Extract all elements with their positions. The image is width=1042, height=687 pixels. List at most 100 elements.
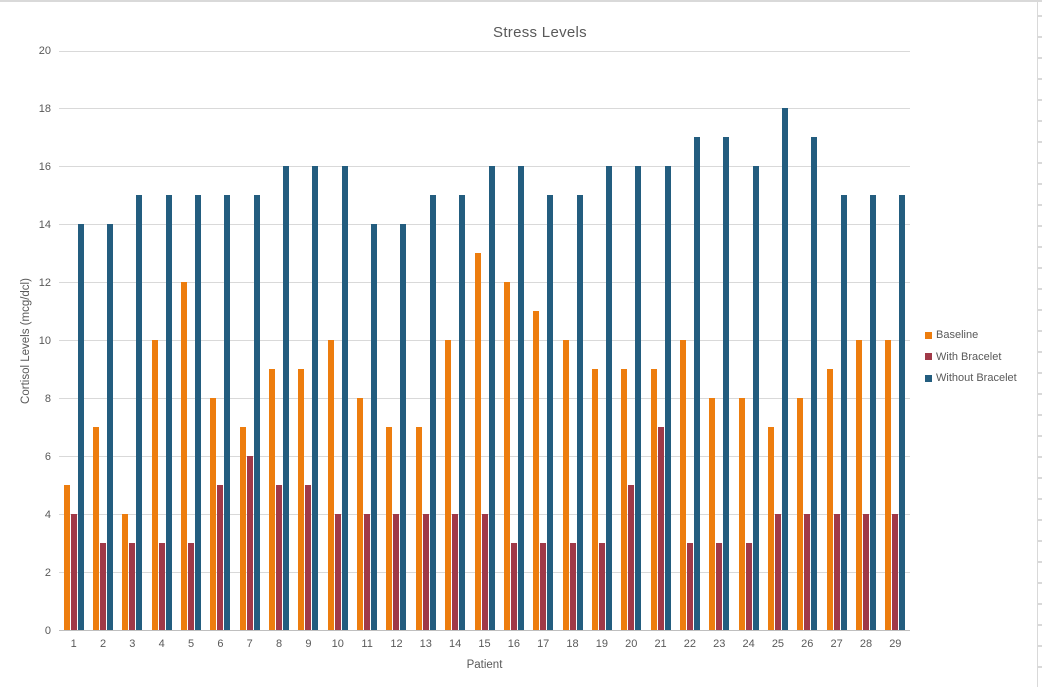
legend-item-with-bracelet[interactable]: With Bracelet: [925, 351, 1017, 364]
bar-with-bracelet-patient-15[interactable]: [482, 514, 488, 630]
bar-baseline-patient-5[interactable]: [181, 282, 187, 630]
bar-with-bracelet-patient-21[interactable]: [658, 427, 664, 630]
bar-baseline-patient-16[interactable]: [504, 282, 510, 630]
y-tick-label: 20: [38, 45, 51, 57]
bar-with-bracelet-patient-13[interactable]: [423, 514, 429, 630]
gridline: [59, 340, 910, 341]
bar-with-bracelet-patient-28[interactable]: [863, 514, 869, 630]
bar-without-bracelet-patient-4[interactable]: [166, 195, 172, 630]
bar-with-bracelet-patient-14[interactable]: [452, 514, 458, 630]
bar-baseline-patient-9[interactable]: [298, 369, 304, 630]
bar-without-bracelet-patient-19[interactable]: [606, 166, 612, 630]
bar-without-bracelet-patient-15[interactable]: [489, 166, 495, 630]
x-tick-label: 6: [217, 638, 224, 650]
bar-without-bracelet-patient-23[interactable]: [723, 137, 729, 630]
bar-with-bracelet-patient-25[interactable]: [775, 514, 781, 630]
legend-item-without-bracelet[interactable]: Without Bracelet: [925, 372, 1017, 385]
bar-baseline-patient-25[interactable]: [768, 427, 774, 630]
bar-baseline-patient-26[interactable]: [797, 398, 803, 630]
bar-without-bracelet-patient-10[interactable]: [342, 166, 348, 630]
bar-baseline-patient-7[interactable]: [240, 427, 246, 630]
bar-without-bracelet-patient-11[interactable]: [371, 224, 377, 630]
x-tick-label: 10: [331, 638, 344, 650]
legend-item-baseline[interactable]: Baseline: [925, 329, 1017, 342]
bar-without-bracelet-patient-14[interactable]: [459, 195, 465, 630]
bar-baseline-patient-1[interactable]: [64, 485, 70, 630]
bar-baseline-patient-18[interactable]: [563, 340, 569, 630]
bar-baseline-patient-20[interactable]: [621, 369, 627, 630]
bar-baseline-patient-6[interactable]: [210, 398, 216, 630]
bar-without-bracelet-patient-27[interactable]: [841, 195, 847, 630]
bar-without-bracelet-patient-17[interactable]: [547, 195, 553, 630]
bar-with-bracelet-patient-16[interactable]: [511, 543, 517, 630]
bar-without-bracelet-patient-3[interactable]: [136, 195, 142, 630]
bar-without-bracelet-patient-7[interactable]: [254, 195, 260, 630]
chart-title[interactable]: Stress Levels: [493, 24, 587, 41]
bar-baseline-patient-15[interactable]: [475, 253, 481, 630]
bar-without-bracelet-patient-12[interactable]: [400, 224, 406, 630]
bar-baseline-patient-17[interactable]: [533, 311, 539, 630]
bar-without-bracelet-patient-9[interactable]: [312, 166, 318, 630]
bar-without-bracelet-patient-25[interactable]: [782, 108, 788, 630]
bar-baseline-patient-4[interactable]: [152, 340, 158, 630]
bar-baseline-patient-29[interactable]: [885, 340, 891, 630]
bar-with-bracelet-patient-6[interactable]: [217, 485, 223, 630]
bar-with-bracelet-patient-23[interactable]: [716, 543, 722, 630]
bar-with-bracelet-patient-9[interactable]: [305, 485, 311, 630]
bar-baseline-patient-3[interactable]: [122, 514, 128, 630]
plot-area[interactable]: 0 2 4 6 8 10 12 14 16 18 20 1 2 3 4 5 6 7 8 9 10 11 12 13 14 15 16…: [39, 45, 910, 650]
bar-with-bracelet-patient-20[interactable]: [628, 485, 634, 630]
bar-with-bracelet-patient-11[interactable]: [364, 514, 370, 630]
bar-with-bracelet-patient-19[interactable]: [599, 543, 605, 630]
bar-with-bracelet-patient-8[interactable]: [276, 485, 282, 630]
bar-with-bracelet-patient-27[interactable]: [834, 514, 840, 630]
bar-without-bracelet-patient-21[interactable]: [665, 166, 671, 630]
bar-without-bracelet-patient-5[interactable]: [195, 195, 201, 630]
bar-without-bracelet-patient-20[interactable]: [635, 166, 641, 630]
bar-baseline-patient-10[interactable]: [328, 340, 334, 630]
bar-with-bracelet-patient-22[interactable]: [687, 543, 693, 630]
bar-without-bracelet-patient-1[interactable]: [78, 224, 84, 630]
bar-with-bracelet-patient-18[interactable]: [570, 543, 576, 630]
bar-baseline-patient-11[interactable]: [357, 398, 363, 630]
bar-without-bracelet-patient-24[interactable]: [753, 166, 759, 630]
y-axis-title[interactable]: Cortisol Levels (mcg/dcl): [20, 278, 32, 404]
bar-without-bracelet-patient-13[interactable]: [430, 195, 436, 630]
bar-without-bracelet-patient-2[interactable]: [107, 224, 113, 630]
bar-baseline-patient-8[interactable]: [269, 369, 275, 630]
bar-with-bracelet-patient-24[interactable]: [746, 543, 752, 630]
bar-with-bracelet-patient-29[interactable]: [892, 514, 898, 630]
bar-baseline-patient-14[interactable]: [445, 340, 451, 630]
x-tick-label: 19: [595, 638, 608, 650]
bar-baseline-patient-21[interactable]: [651, 369, 657, 630]
bar-with-bracelet-patient-26[interactable]: [804, 514, 810, 630]
bar-with-bracelet-patient-12[interactable]: [393, 514, 399, 630]
bar-baseline-patient-28[interactable]: [856, 340, 862, 630]
bar-with-bracelet-patient-3[interactable]: [129, 543, 135, 630]
bar-baseline-patient-24[interactable]: [739, 398, 745, 630]
bar-without-bracelet-patient-29[interactable]: [899, 195, 905, 630]
bar-baseline-patient-27[interactable]: [827, 369, 833, 630]
bar-without-bracelet-patient-6[interactable]: [224, 195, 230, 630]
bar-baseline-patient-2[interactable]: [93, 427, 99, 630]
bar-baseline-patient-13[interactable]: [416, 427, 422, 630]
x-tick-label: 12: [390, 638, 403, 650]
bar-without-bracelet-patient-28[interactable]: [870, 195, 876, 630]
bar-with-bracelet-patient-2[interactable]: [100, 543, 106, 630]
bar-baseline-patient-22[interactable]: [680, 340, 686, 630]
bar-with-bracelet-patient-4[interactable]: [159, 543, 165, 630]
bar-with-bracelet-patient-10[interactable]: [335, 514, 341, 630]
bar-with-bracelet-patient-17[interactable]: [540, 543, 546, 630]
bar-with-bracelet-patient-1[interactable]: [71, 514, 77, 630]
bar-baseline-patient-23[interactable]: [709, 398, 715, 630]
bar-without-bracelet-patient-18[interactable]: [577, 195, 583, 630]
x-axis-title[interactable]: Patient: [466, 659, 503, 671]
bar-without-bracelet-patient-26[interactable]: [811, 137, 817, 630]
bar-baseline-patient-12[interactable]: [386, 427, 392, 630]
bar-without-bracelet-patient-16[interactable]: [518, 166, 524, 630]
bar-without-bracelet-patient-8[interactable]: [283, 166, 289, 630]
bar-with-bracelet-patient-5[interactable]: [188, 543, 194, 630]
bar-with-bracelet-patient-7[interactable]: [247, 456, 253, 630]
bar-baseline-patient-19[interactable]: [592, 369, 598, 630]
bar-without-bracelet-patient-22[interactable]: [694, 137, 700, 630]
